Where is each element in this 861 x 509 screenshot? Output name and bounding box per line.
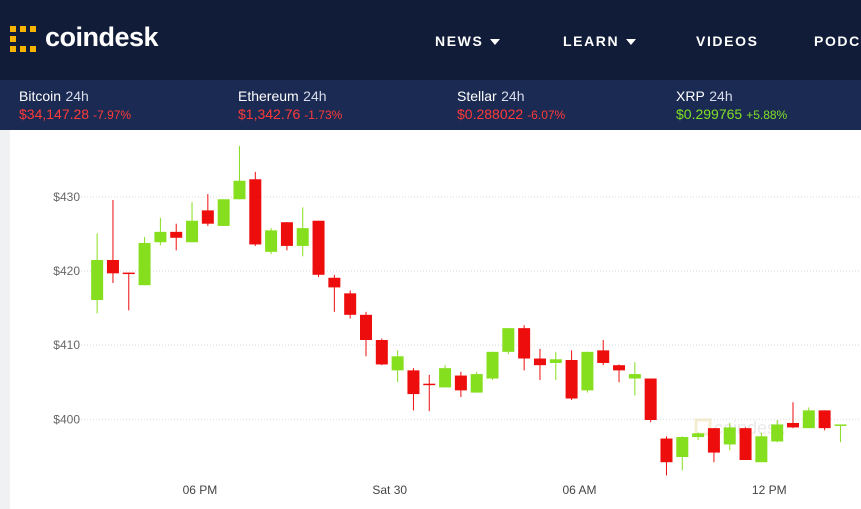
price: $0.299765 bbox=[676, 106, 743, 122]
candle-body bbox=[138, 242, 151, 286]
candle-body bbox=[771, 424, 784, 442]
candle-body bbox=[344, 293, 357, 315]
candle-body bbox=[312, 220, 325, 275]
nav-label[interactable]: NEWS bbox=[435, 33, 484, 49]
coin-name: Bitcoin bbox=[19, 88, 62, 104]
candle-body bbox=[692, 433, 705, 438]
header: coindesk NEWS LEARN VIDEOS PODCA bbox=[0, 0, 861, 80]
nav-item[interactable]: NEWS bbox=[435, 33, 501, 49]
candle-body bbox=[233, 180, 246, 200]
candle-body bbox=[802, 410, 815, 429]
x-tick-label: 06 AM bbox=[562, 483, 596, 497]
candle-body bbox=[723, 427, 736, 445]
candle-body bbox=[454, 375, 467, 391]
period: 24h bbox=[709, 88, 733, 104]
price: $0.288022 bbox=[457, 106, 524, 122]
change: +5.88% bbox=[746, 108, 788, 122]
candle-body bbox=[249, 179, 262, 245]
coin-name: Stellar bbox=[457, 88, 497, 104]
candle-body bbox=[660, 438, 673, 463]
candle-body bbox=[755, 436, 768, 463]
change: -1.73% bbox=[304, 108, 343, 122]
price: $34,147.28 bbox=[19, 106, 90, 122]
period: 24h bbox=[65, 88, 89, 104]
candle-body bbox=[407, 370, 420, 395]
y-tick-label: $430 bbox=[53, 190, 80, 204]
candle-body bbox=[359, 314, 372, 340]
candle-body bbox=[280, 222, 293, 246]
candle-body bbox=[375, 340, 388, 365]
candle-body bbox=[834, 424, 847, 426]
candle-body bbox=[439, 368, 452, 388]
candle-body bbox=[470, 374, 483, 393]
logo-icon[interactable] bbox=[6, 22, 46, 62]
y-tick-label: $410 bbox=[53, 338, 80, 352]
candle-body bbox=[328, 277, 341, 288]
candle-body bbox=[565, 360, 578, 399]
candle-body bbox=[581, 351, 594, 391]
y-tick-label: $400 bbox=[53, 412, 80, 426]
nav-item[interactable]: PODCA bbox=[814, 33, 861, 49]
candle-body bbox=[597, 350, 610, 363]
ticker[interactable]: XRP 24h $0.299765 +5.88% bbox=[676, 88, 787, 124]
candle-body bbox=[518, 328, 531, 359]
coin-name: XRP bbox=[676, 88, 705, 104]
ticker[interactable]: Bitcoin 24h $34,147.28 -7.97% bbox=[19, 88, 131, 124]
candle-body bbox=[786, 422, 799, 428]
coin-name: Ethereum bbox=[238, 88, 299, 104]
period: 24h bbox=[303, 88, 327, 104]
chart-background bbox=[10, 130, 861, 509]
candle-body bbox=[533, 358, 546, 366]
candle-body bbox=[154, 231, 167, 243]
period: 24h bbox=[501, 88, 525, 104]
candle-body bbox=[707, 428, 720, 453]
candle-body bbox=[628, 374, 641, 379]
y-tick-label: $420 bbox=[53, 264, 80, 278]
nav-item[interactable]: VIDEOS bbox=[696, 33, 759, 49]
x-tick-label: 12 PM bbox=[752, 483, 787, 497]
candle-body bbox=[106, 260, 119, 274]
x-tick-label: 06 PM bbox=[183, 483, 218, 497]
candle-body bbox=[613, 365, 626, 371]
ticker-bar: Bitcoin 24h $34,147.28 -7.97% Ethereum 24h… bbox=[0, 80, 861, 130]
candle-body bbox=[91, 260, 104, 300]
caret bbox=[489, 39, 500, 45]
candle-body bbox=[676, 437, 689, 458]
candle-body bbox=[739, 428, 752, 460]
candle-body bbox=[423, 383, 436, 386]
candle-body bbox=[391, 356, 404, 371]
candle-body bbox=[170, 231, 183, 238]
nav-item[interactable]: LEARN bbox=[563, 33, 637, 49]
nav-label[interactable]: LEARN bbox=[563, 33, 620, 49]
price: $1,342.76 bbox=[238, 106, 301, 122]
change: -6.07% bbox=[527, 108, 566, 122]
candle-body bbox=[549, 359, 562, 363]
candle-body bbox=[265, 230, 278, 252]
candle-body bbox=[201, 210, 214, 224]
candle-body bbox=[818, 410, 831, 429]
caret bbox=[625, 39, 636, 45]
candle-body bbox=[122, 272, 135, 275]
candle-body bbox=[296, 228, 309, 246]
change: -7.97% bbox=[93, 108, 132, 122]
logo[interactable]: coindesk bbox=[45, 22, 159, 52]
candle-body bbox=[186, 220, 199, 243]
x-tick-label: Sat 30 bbox=[372, 483, 407, 497]
ticker[interactable]: Ethereum 24h $1,342.76 -1.73% bbox=[238, 88, 342, 124]
candle-body bbox=[217, 199, 230, 226]
candle-body bbox=[502, 328, 515, 352]
ticker[interactable]: Stellar 24h $0.288022 -6.07% bbox=[457, 88, 565, 124]
candle-body bbox=[644, 378, 657, 420]
candle-body bbox=[486, 351, 499, 379]
